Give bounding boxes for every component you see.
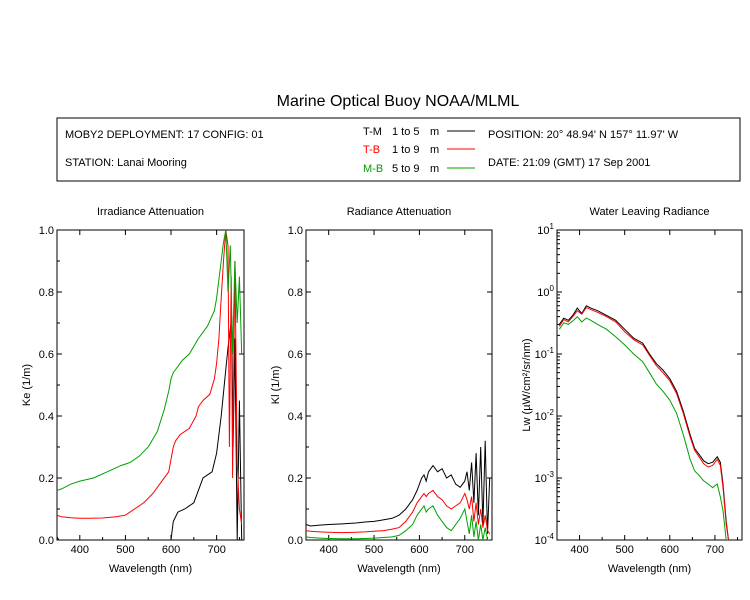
y-tick-label: 10-1 (535, 346, 555, 361)
x-tick-label: 700 (456, 544, 474, 556)
plot-frame (305, 229, 493, 541)
legend-entry-tm: T-M 1 to 5 m (363, 126, 475, 138)
info-box: MOBY2 DEPLOYMENT: 17 CONFIG: 01 STATION:… (56, 117, 741, 182)
y-tick-label: 10-2 (535, 408, 555, 423)
position-text: POSITION: 20° 48.94' N 157° 11.97' W (488, 129, 679, 141)
legend-range: 1 to 5 (392, 126, 420, 138)
y-tick-label: 1.0 (39, 225, 54, 237)
x-axis-label: Wavelength (nm) (109, 563, 192, 575)
series-line-m-b (306, 504, 490, 540)
series-line-t-m (57, 316, 243, 540)
y-tick-label: 0.6 (288, 349, 303, 361)
legend-entry-mb: M-B 5 to 9 m (363, 163, 475, 175)
x-tick-label: 700 (207, 544, 225, 556)
water-leaving-radiance-panel: Water Leaving Radiance 400 500 600 700 10-4 10… (521, 206, 743, 575)
x-tick-label: 600 (661, 544, 679, 556)
deployment-text: MOBY2 DEPLOYMENT: 17 CONFIG: 01 (65, 129, 264, 141)
y-tick-label: 10-4 (535, 532, 555, 547)
legend-entry-tb: T-B 1 to 9 m (363, 144, 475, 156)
x-tick-label: 700 (706, 544, 724, 556)
legend-range: 1 to 9 (392, 144, 420, 156)
date-text: DATE: 21:09 (GMT) 17 Sep 2001 (488, 157, 650, 169)
x-tick-label: 500 (616, 544, 634, 556)
y-tick-label: 0.0 (39, 535, 54, 547)
legend-code: T-M (363, 126, 382, 138)
x-tick-label: 400 (71, 544, 89, 556)
series-line-m-b (57, 230, 243, 491)
x-tick-label: 600 (410, 544, 428, 556)
chart-title: Irradiance Attenuation (97, 206, 204, 218)
legend-unit: m (430, 144, 439, 156)
y-tick-label: 100 (537, 284, 554, 299)
chart-title: Radiance Attenuation (347, 206, 452, 218)
radiance-attenuation-panel: Radiance Attenuation 400 500 600 700 0.0 0.2 0.… (270, 206, 493, 575)
legend-code: M-B (363, 163, 383, 175)
x-axis-label: Wavelength (nm) (608, 563, 691, 575)
y-tick-label: 0.6 (39, 349, 54, 361)
y-tick-label: 1.0 (288, 225, 303, 237)
x-tick-label: 600 (162, 544, 180, 556)
legend-unit: m (430, 126, 439, 138)
legend-unit: m (430, 163, 439, 175)
series-line-m-b (558, 315, 729, 540)
plot-frame (556, 229, 743, 541)
irradiance-attenuation-panel: Irradiance Attenuation 400 500 600 700 0.0 0.2… (21, 206, 245, 575)
series-line-t-b (306, 489, 491, 535)
plot-frame (56, 229, 245, 541)
y-tick-label: 10-3 (535, 470, 555, 485)
series-line-t-b (558, 306, 729, 540)
series-line-t-b (57, 230, 243, 525)
y-tick-label: 0.4 (288, 411, 303, 423)
x-tick-label: 400 (320, 544, 338, 556)
x-tick-label: 500 (365, 544, 383, 556)
series-line-t-m (306, 440, 491, 534)
legend: T-M 1 to 5 m T-B 1 to 9 m M-B 5 to 9 m (363, 126, 475, 175)
y-axis-label: Lw (µW/cm²/sr/nm) (521, 338, 533, 431)
y-tick-label: 0.2 (39, 473, 54, 485)
y-tick-label: 0.2 (288, 473, 303, 485)
x-tick-label: 500 (116, 544, 134, 556)
info-box-frame (56, 117, 741, 182)
y-axis-label: Kl (1/m) (270, 366, 282, 405)
x-tick-label: 400 (570, 544, 588, 556)
figure-title: Marine Optical Buoy NOAA/MLML (277, 93, 520, 110)
y-tick-label: 0.4 (39, 411, 54, 423)
legend-code: T-B (363, 144, 380, 156)
y-tick-label: 101 (537, 222, 554, 237)
station-text: STATION: Lanai Mooring (65, 157, 187, 169)
y-tick-label: 0.0 (288, 535, 303, 547)
y-axis-label: Ke (1/m) (21, 364, 33, 406)
chart-title: Water Leaving Radiance (589, 206, 709, 218)
x-axis-label: Wavelength (nm) (357, 563, 440, 575)
y-tick-label: 0.8 (288, 287, 303, 299)
y-tick-label: 0.8 (39, 287, 54, 299)
series-line-t-m (558, 305, 729, 540)
legend-range: 5 to 9 (392, 163, 420, 175)
